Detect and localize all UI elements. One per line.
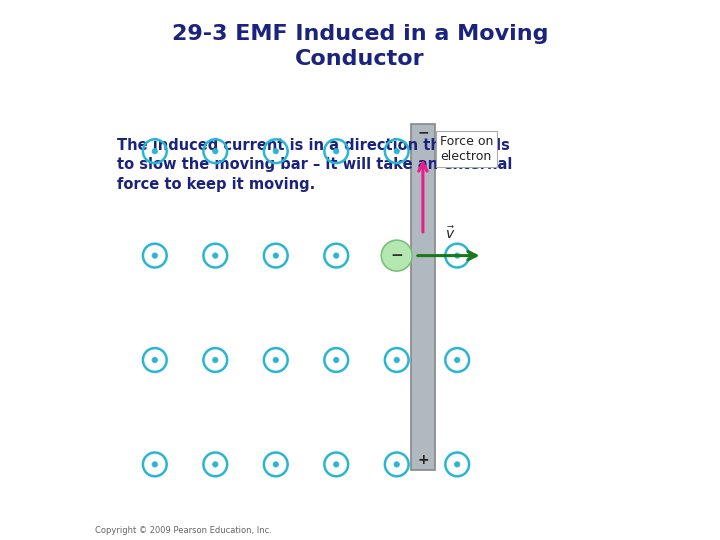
Circle shape [152,357,158,363]
Circle shape [273,148,279,154]
Circle shape [333,148,339,154]
Text: −: − [417,125,428,139]
Text: Copyright © 2009 Pearson Education, Inc.: Copyright © 2009 Pearson Education, Inc. [95,525,272,535]
Circle shape [273,357,279,363]
Circle shape [212,148,218,154]
Circle shape [152,253,158,258]
Circle shape [152,462,158,467]
Text: Force on
electron: Force on electron [440,135,493,163]
Text: 29-3 EMF Induced in a Moving
Conductor: 29-3 EMF Induced in a Moving Conductor [172,24,548,69]
Circle shape [273,462,279,467]
Text: $\vec{v}$: $\vec{v}$ [445,226,455,242]
Circle shape [454,253,460,258]
Circle shape [212,357,218,363]
Circle shape [333,253,339,258]
Circle shape [394,357,400,363]
Circle shape [454,462,460,467]
Text: The induced current is in a direction that tends
to slow the moving bar – it wil: The induced current is in a direction th… [117,138,513,192]
Circle shape [454,357,460,363]
Circle shape [394,253,400,258]
Bar [411,124,435,470]
Circle shape [333,462,339,467]
Circle shape [394,462,400,467]
Circle shape [152,148,158,154]
Circle shape [454,148,460,154]
Circle shape [394,148,400,154]
Circle shape [382,240,412,271]
Circle shape [212,462,218,467]
Text: +: + [417,453,428,467]
Circle shape [333,357,339,363]
Circle shape [273,253,279,258]
Circle shape [212,253,218,258]
Text: −: − [390,248,403,263]
